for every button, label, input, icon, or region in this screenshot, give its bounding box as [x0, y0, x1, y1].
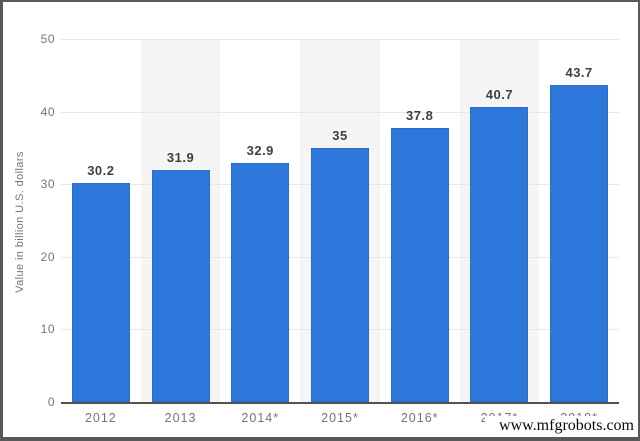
bar-2014* [231, 163, 290, 402]
bar-2017* [470, 106, 529, 402]
bar-value-label-2014*: 32.9 [246, 143, 274, 159]
y-tick-label-50: 50 [40, 32, 55, 46]
bar-value-label-2017*: 40.7 [485, 86, 514, 102]
bar-value-label-2015*: 35 [332, 127, 348, 143]
x-axis-label-2015*: 2015* [321, 411, 359, 425]
y-tick-label-10: 10 [40, 322, 55, 337]
y-tick-label-30: 30 [40, 177, 55, 192]
y-tick-label-0: 0 [47, 395, 55, 409]
bar-2016* [390, 127, 449, 402]
plot-area: 30.2 31.9 32.9 35 37.8 40.7 43.7 [61, 39, 619, 404]
bar-value-label-2018*: 43.7 [565, 64, 593, 80]
bar-value-label-2013: 31.9 [166, 150, 195, 166]
watermark-text: www.mfgrobots.com [499, 417, 634, 434]
watermark: www.mfgrobots.com [485, 416, 638, 437]
gridline-50 [61, 39, 619, 40]
y-tick-label-40: 40 [40, 104, 55, 119]
y-axis-title: Value in billion U.S. dollars [14, 151, 26, 293]
bar-2012 [71, 182, 130, 402]
bar-value-label-2016*: 37.8 [406, 107, 434, 123]
bar-2013 [151, 170, 210, 402]
y-tick-label-20: 20 [40, 249, 55, 264]
x-axis-label-2012: 2012 [84, 411, 117, 425]
bar-value-label-2012: 30.2 [87, 162, 115, 178]
bar-2018* [550, 84, 609, 402]
x-axis-label-2016*: 2016* [400, 411, 439, 425]
bar-2015* [311, 147, 369, 402]
x-axis-label-2014*: 2014* [241, 411, 280, 425]
x-axis-label-2013: 2013 [164, 411, 197, 425]
gridline-40 [61, 111, 619, 113]
